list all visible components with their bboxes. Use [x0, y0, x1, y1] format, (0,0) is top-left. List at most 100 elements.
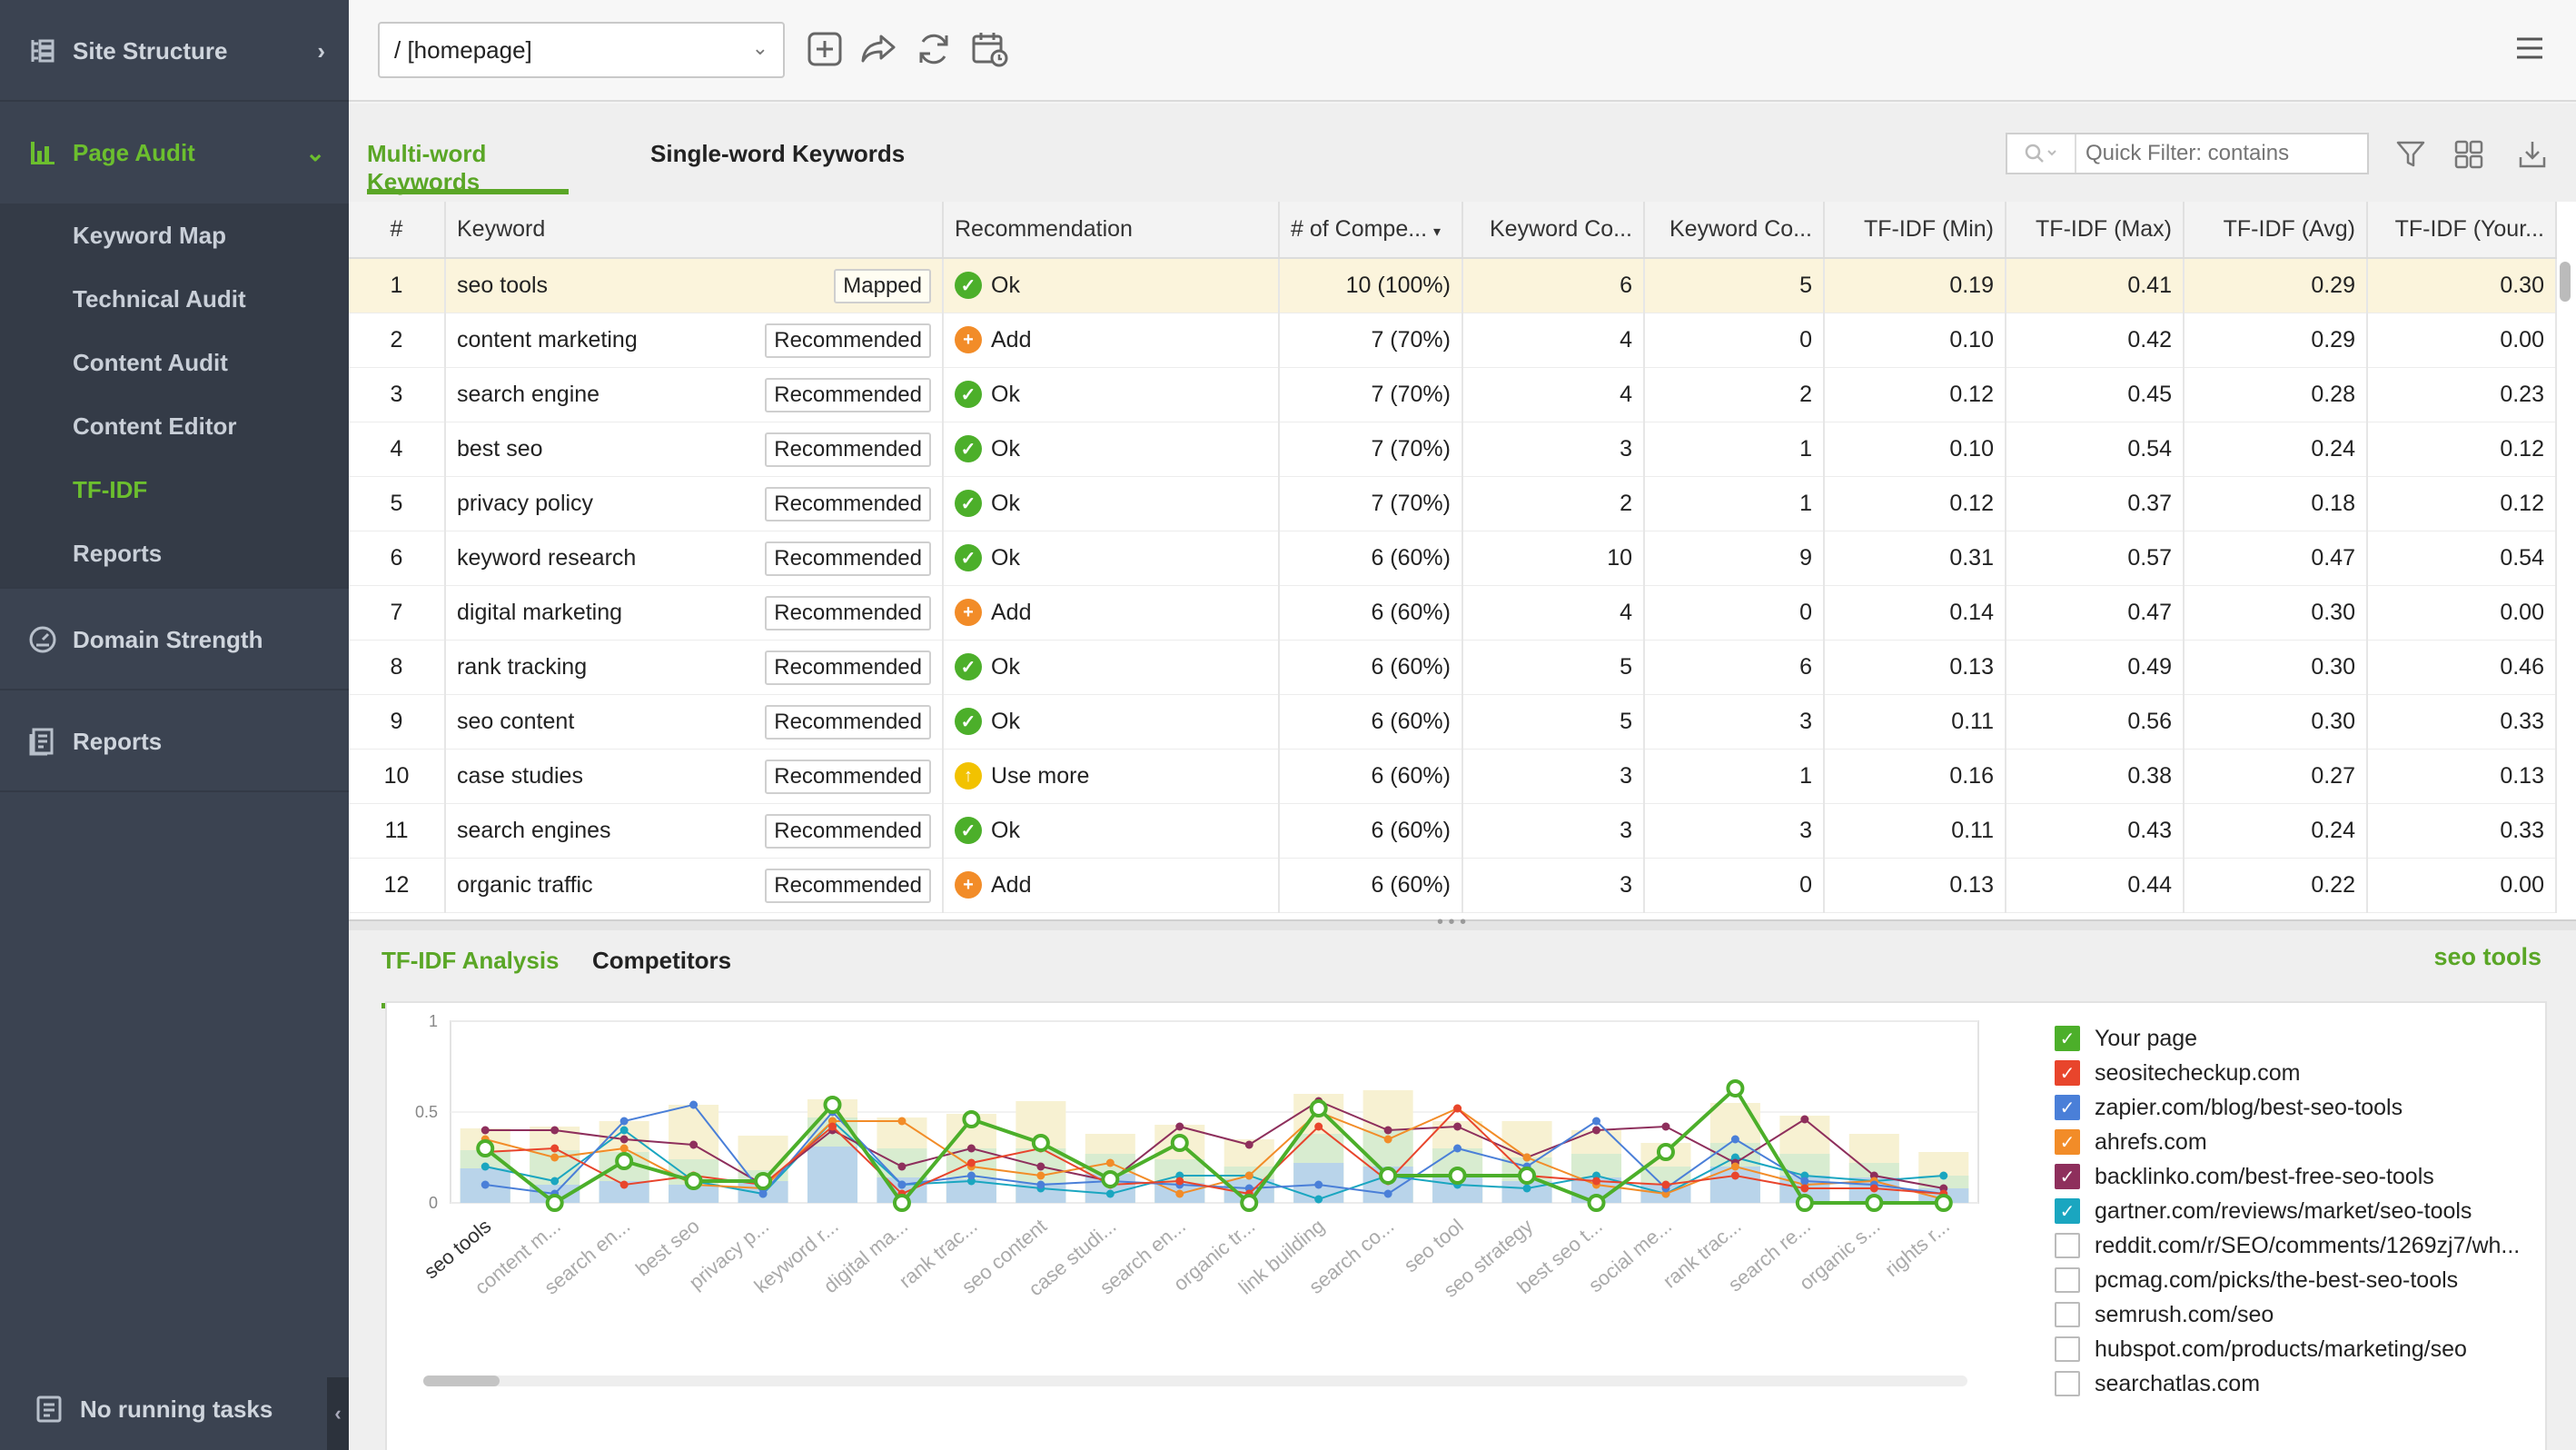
- recommendation-status-icon: ↑: [955, 762, 982, 790]
- column-header-index[interactable]: #: [349, 202, 446, 259]
- column-header-tfidf-max[interactable]: TF-IDF (Max): [2006, 202, 2185, 259]
- tab-single-word-keywords[interactable]: Single-word Keywords: [650, 140, 906, 167]
- nav-reports[interactable]: Reports: [0, 690, 349, 792]
- sidebar-item-content-audit[interactable]: Content Audit: [0, 331, 349, 394]
- legend-item[interactable]: reddit.com/r/SEO/comments/1269zj7/wh...: [2055, 1228, 2545, 1263]
- refresh-button[interactable]: [912, 27, 956, 71]
- legend-item[interactable]: ✓ zapier.com/blog/best-seo-tools: [2055, 1090, 2545, 1125]
- legend-checkbox[interactable]: ✓: [2055, 1095, 2080, 1120]
- tab-competitors[interactable]: Competitors: [592, 947, 732, 974]
- legend-item[interactable]: ✓ Your page: [2055, 1021, 2545, 1056]
- sidebar-item-technical-audit[interactable]: Technical Audit: [0, 267, 349, 331]
- running-tasks[interactable]: No running tasks ‹: [0, 1368, 349, 1450]
- keyword-status-badge[interactable]: Recommended: [765, 650, 931, 685]
- column-header-tfidf-min[interactable]: TF-IDF (Min): [1824, 202, 2006, 259]
- column-header-keyword-count-competitors[interactable]: Keyword Co...: [1462, 202, 1645, 259]
- keyword-status-badge[interactable]: Recommended: [765, 704, 931, 740]
- keyword-status-badge[interactable]: Recommended: [765, 595, 931, 631]
- table-row[interactable]: 9 seo content Recommended ✓ Ok 6 (60%) 5 3 0.11 0…: [349, 694, 2557, 750]
- table-row[interactable]: 1 seo tools Mapped ✓ Ok 10 (100%) 6 5 0.19 0.41 0.…: [349, 258, 2557, 313]
- table-row[interactable]: 8 rank tracking Recommended ✓ Ok 6 (60%) 5 6 0.1…: [349, 640, 2557, 695]
- sidebar-item-reports[interactable]: Reports: [0, 521, 349, 585]
- share-button[interactable]: [857, 27, 901, 71]
- column-header-competitors[interactable]: # of Compe... ▾: [1279, 202, 1463, 259]
- data-point: [1448, 1167, 1467, 1185]
- legend-label: hubspot.com/products/marketing/seo: [2095, 1336, 2467, 1362]
- keyword-status-badge[interactable]: Recommended: [765, 813, 931, 849]
- table-row[interactable]: 6 keyword research Recommended ✓ Ok 6 (60%) 10…: [349, 531, 2557, 586]
- competitors-cell: 7 (70%): [1279, 367, 1463, 422]
- search-icon[interactable]: [2007, 134, 2076, 173]
- column-header-tfidf-avg[interactable]: TF-IDF (Avg): [2184, 202, 2368, 259]
- chart-scrollbar[interactable]: [423, 1376, 1967, 1386]
- column-header-recommendation[interactable]: Recommendation: [943, 202, 1280, 259]
- schedule-button[interactable]: [968, 27, 1012, 71]
- quick-filter[interactable]: [2006, 133, 2369, 174]
- table-row[interactable]: 5 privacy policy Recommended ✓ Ok 7 (70%) 2 1 0.…: [349, 476, 2557, 531]
- legend-checkbox[interactable]: ✓: [2055, 1060, 2080, 1086]
- panel-splitter[interactable]: • • •: [349, 912, 2576, 932]
- legend-item[interactable]: ✓ gartner.com/reviews/market/seo-tools: [2055, 1194, 2545, 1228]
- keyword-status-badge[interactable]: Recommended: [765, 377, 931, 412]
- legend-checkbox[interactable]: [2055, 1336, 2080, 1362]
- nav-site-structure[interactable]: Site Structure ›: [0, 0, 349, 102]
- column-header-tfidf-your-page[interactable]: TF-IDF (Your...: [2367, 202, 2557, 259]
- data-point: [1170, 1134, 1189, 1152]
- legend-checkbox[interactable]: ✓: [2055, 1164, 2080, 1189]
- keyword-status-badge[interactable]: Recommended: [765, 759, 931, 794]
- add-page-button[interactable]: [803, 27, 847, 71]
- table-row[interactable]: 4 best seo Recommended ✓ Ok 7 (70%) 3 1 0.10 0.54…: [349, 422, 2557, 477]
- page-url-select[interactable]: / [homepage] ⌄: [378, 22, 785, 78]
- legend-checkbox[interactable]: ✓: [2055, 1026, 2080, 1051]
- legend-item[interactable]: semrush.com/seo: [2055, 1297, 2545, 1332]
- legend-checkbox[interactable]: [2055, 1302, 2080, 1327]
- legend-item[interactable]: ✓ backlinko.com/best-free-seo-tools: [2055, 1159, 2545, 1194]
- keyword-status-badge[interactable]: Recommended: [765, 541, 931, 576]
- table-row[interactable]: 3 search engine Recommended ✓ Ok 7 (70%) 4 2 0.1…: [349, 367, 2557, 422]
- nav-domain-strength[interactable]: Domain Strength: [0, 589, 349, 690]
- recommendation-text: Add: [991, 871, 1032, 898]
- table-row[interactable]: 7 digital marketing Recommended + Add 6 (60%)…: [349, 585, 2557, 641]
- legend-item[interactable]: ✓ seositecheckup.com: [2055, 1056, 2545, 1090]
- tab-tfidf-analysis[interactable]: TF-IDF Analysis: [381, 938, 585, 1008]
- tab-multi-word-keywords[interactable]: Multi-word Keywords: [367, 140, 569, 195]
- table-scrollbar[interactable]: [2560, 262, 2571, 302]
- legend-item[interactable]: pcmag.com/picks/the-best-seo-tools: [2055, 1263, 2545, 1297]
- column-header-keyword[interactable]: Keyword: [445, 202, 944, 259]
- table-row[interactable]: 10 case studies Recommended ↑ Use more 6 (60%…: [349, 749, 2557, 804]
- columns-button[interactable]: [2451, 136, 2487, 173]
- sidebar-item-content-editor[interactable]: Content Editor: [0, 394, 349, 458]
- column-header-keyword-count-your-page[interactable]: Keyword Co...: [1644, 202, 1825, 259]
- table-row[interactable]: 2 content marketing Recommended + Add 7 (70%)…: [349, 313, 2557, 368]
- tfidf-min-cell: 0.11: [1824, 694, 2006, 750]
- menu-icon[interactable]: [2514, 33, 2545, 64]
- filter-button[interactable]: [2393, 136, 2429, 173]
- table-row[interactable]: 12 organic traffic Recommended + Add 6 (60%) 3…: [349, 858, 2557, 913]
- keyword-status-badge[interactable]: Recommended: [765, 323, 931, 358]
- keyword-status-badge[interactable]: Recommended: [765, 868, 931, 903]
- legend-checkbox[interactable]: ✓: [2055, 1129, 2080, 1155]
- nav-page-audit[interactable]: Page Audit ⌄: [0, 102, 349, 204]
- sidebar-item-keyword-map[interactable]: Keyword Map: [0, 204, 349, 267]
- recommendation-cell: + Add: [943, 313, 1280, 368]
- sidebar-item-tf-idf[interactable]: TF-IDF: [0, 458, 349, 521]
- legend-checkbox[interactable]: ✓: [2055, 1198, 2080, 1224]
- quick-filter-input[interactable]: [2076, 141, 2349, 166]
- legend-checkbox[interactable]: [2055, 1371, 2080, 1396]
- legend-checkbox[interactable]: [2055, 1267, 2080, 1293]
- legend-item[interactable]: ✓ ahrefs.com: [2055, 1125, 2545, 1159]
- export-button[interactable]: [2514, 136, 2551, 173]
- legend-item[interactable]: searchatlas.com: [2055, 1366, 2545, 1401]
- collapse-sidebar-button[interactable]: ‹: [327, 1377, 349, 1450]
- chevron-right-icon: ›: [317, 36, 325, 65]
- keyword-status-badge[interactable]: Recommended: [765, 486, 931, 521]
- keyword-status-badge[interactable]: Recommended: [765, 432, 931, 467]
- data-point: [1036, 1171, 1045, 1180]
- table-header-row: # Keyword Recommendation # of Compe... ▾…: [349, 202, 2557, 259]
- legend-checkbox[interactable]: [2055, 1233, 2080, 1258]
- scrollbar-thumb[interactable]: [423, 1376, 500, 1386]
- table-row[interactable]: 11 search engines Recommended ✓ Ok 6 (60%) 3 3 0…: [349, 803, 2557, 859]
- keyword-count-your-page-cell: 3: [1644, 803, 1825, 859]
- keyword-status-badge[interactable]: Mapped: [834, 269, 931, 303]
- legend-item[interactable]: hubspot.com/products/marketing/seo: [2055, 1332, 2545, 1366]
